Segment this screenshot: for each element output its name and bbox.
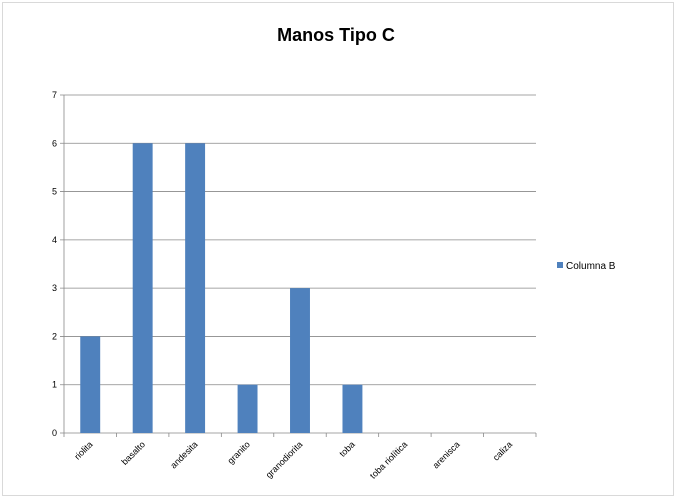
chart-frame	[2, 2, 674, 496]
y-tick-label: 5	[52, 187, 57, 197]
y-tick-label: 7	[52, 90, 57, 100]
bar-granito	[237, 384, 258, 433]
y-tick-label: 1	[52, 380, 57, 390]
legend: Columna B	[557, 261, 616, 272]
chart-title: Manos Tipo C	[277, 25, 395, 45]
x-tick-label: toba	[337, 439, 356, 458]
x-tick-label: caliza	[491, 439, 514, 462]
x-tick-label: arenisca	[431, 439, 462, 470]
x-tick-label: riolita	[72, 439, 94, 461]
y-tick-label: 0	[52, 428, 57, 438]
bars	[80, 143, 363, 434]
legend-label: Columna B	[566, 261, 616, 272]
x-axis-ticks: riolita basalto andesita granito granodiorit…	[72, 439, 514, 480]
y-tick-label: 6	[52, 138, 57, 148]
bar-riolita	[80, 336, 101, 433]
y-tick-label: 2	[52, 331, 57, 341]
x-tick-label: granodiorita	[264, 439, 305, 480]
y-axis-ticks: 0 1 2 3 4 5 6 7	[52, 90, 57, 438]
x-tick-label: toba riolítica	[368, 439, 409, 480]
x-tick-label: andesita	[168, 439, 199, 470]
bar-toba	[342, 384, 363, 433]
x-tick-label: granito	[225, 439, 252, 466]
y-tick-label: 4	[52, 235, 57, 245]
bar-andesita	[185, 143, 206, 434]
bar-granodiorita	[290, 288, 310, 433]
y-tick-label: 3	[52, 283, 57, 293]
x-tick-label: basalto	[119, 439, 147, 467]
bar-basalto	[132, 143, 153, 434]
legend-swatch	[557, 262, 563, 268]
